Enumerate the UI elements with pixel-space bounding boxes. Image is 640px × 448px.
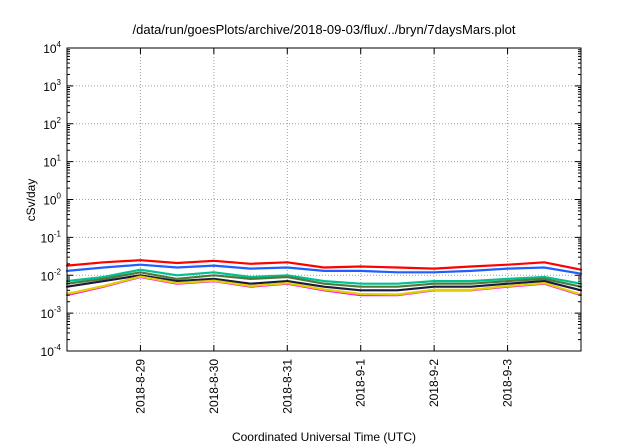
- series-line-7: [65, 275, 583, 296]
- series-line-5: [65, 274, 583, 292]
- y-axis-label: cSv/day: [24, 179, 38, 222]
- y-tick-label: 101: [43, 154, 61, 170]
- series-line-1: [65, 259, 583, 271]
- series-line-2: [65, 263, 583, 275]
- x-axis: 2018-8-29 2018-8-30 2018-8-31 2018-9-1 2018-…: [133, 48, 515, 414]
- series-group: [65, 259, 583, 297]
- y-tick-label: 10-3: [41, 305, 62, 321]
- y-tick-label: 100: [43, 192, 61, 208]
- y-tick-label: 10-4: [41, 343, 62, 359]
- y-tick-label: 10-1: [41, 229, 62, 245]
- y-tick-label: 104: [43, 40, 61, 56]
- plot-frame: [66, 47, 582, 352]
- series-line-4: [65, 271, 583, 288]
- y-tick-label: 10-2: [41, 267, 62, 283]
- x-tick-label: 2018-8-29: [133, 359, 147, 414]
- y-tick-label: 102: [43, 116, 61, 132]
- y-tick-label: 103: [43, 78, 61, 94]
- x-tick-label: 2018-9-2: [427, 359, 441, 407]
- x-tick-label: 2018-8-31: [280, 359, 294, 414]
- x-axis-label: Coordinated Universal Time (UTC): [232, 430, 416, 444]
- y-axis: 10-4 10-3 10-2 10-1 100 101 102 103 104: [41, 40, 581, 359]
- x-tick-label: 2018-8-30: [207, 359, 221, 414]
- chart-title: /data/run/goesPlots/archive/2018-09-03/f…: [133, 22, 516, 37]
- x-tick-label: 2018-9-1: [354, 359, 368, 407]
- series-line-3: [65, 268, 583, 285]
- x-tick-label: 2018-9-3: [501, 359, 515, 407]
- grid: [67, 48, 581, 351]
